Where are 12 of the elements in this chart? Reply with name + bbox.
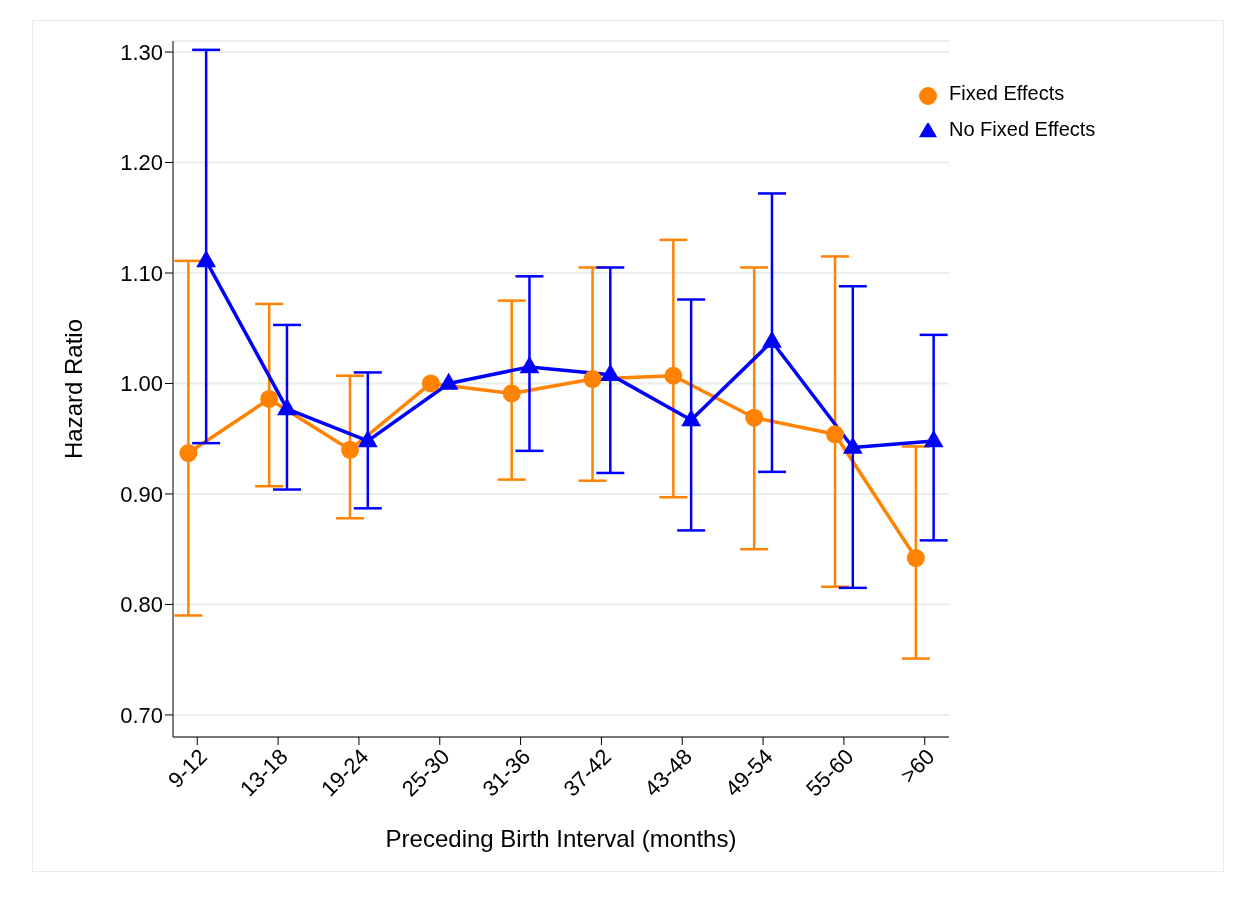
y-tick-label: 0.70 xyxy=(120,702,163,728)
y-tick-label: 0.90 xyxy=(120,481,163,507)
legend-label: No Fixed Effects xyxy=(949,118,1096,140)
y-tick-label: 1.00 xyxy=(120,371,163,397)
y-tick-label: 0.80 xyxy=(120,592,163,618)
y-tick-label: 1.30 xyxy=(120,39,163,65)
y-axis-title: Hazard Ratio xyxy=(59,318,87,460)
y-tick-label: 1.20 xyxy=(120,150,163,176)
y-tick-label: 1.10 xyxy=(120,260,163,286)
x-axis-title: Preceding Birth Interval (months) xyxy=(385,825,737,852)
x-tick-label: >60 xyxy=(895,743,940,788)
legend-label: Fixed Effects xyxy=(949,82,1065,104)
